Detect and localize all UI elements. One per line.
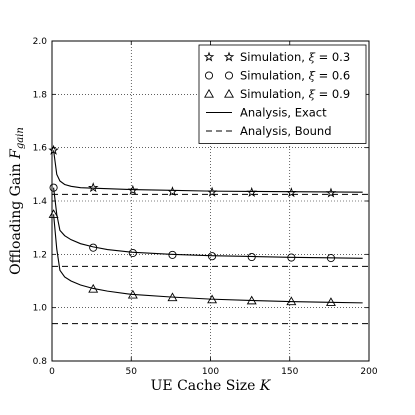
simulation-point-xi-03 bbox=[286, 187, 297, 198]
simulation-point-xi-06 bbox=[49, 183, 58, 192]
x-tick-label: 0 bbox=[49, 367, 55, 377]
simulation-point-xi-03 bbox=[246, 186, 257, 197]
legend-entry: Analysis, Exact bbox=[206, 106, 327, 120]
legend-label: Simulation, ξ = 0.6 bbox=[240, 69, 350, 83]
legend-label-symbol: ξ bbox=[309, 69, 316, 83]
y-tick-label: 1.8 bbox=[33, 90, 48, 100]
axis-ticks: 0 50 100 150 200 0.8 1.0 1.2 1.4 1.6 1.8 2.0 bbox=[33, 37, 378, 377]
legend-marker-triangle bbox=[204, 88, 214, 98]
simulation-point-xi-03 bbox=[167, 186, 178, 197]
legend-label: Simulation, ξ = 0.3 bbox=[240, 50, 350, 64]
simulation-markers bbox=[48, 144, 337, 306]
legend-label-symbol: ξ bbox=[309, 87, 316, 101]
y-tick-label: 1.6 bbox=[33, 144, 48, 154]
simulation-point-xi-03 bbox=[48, 144, 59, 155]
legend-entry: Simulation, ξ = 0.9 bbox=[204, 87, 350, 101]
y-tick-label: 1.0 bbox=[33, 304, 48, 314]
y-tick-label: 2.0 bbox=[33, 37, 48, 47]
y-axis-title-text: Offloading Gain bbox=[8, 163, 24, 275]
simulation-point-xi-06 bbox=[89, 243, 98, 252]
x-tick-label: 150 bbox=[281, 367, 298, 377]
y-axis-title: Offloading Gain Fgain bbox=[8, 127, 26, 275]
legend-entry: Analysis, Bound bbox=[206, 124, 332, 138]
legend-label-text: Simulation, bbox=[240, 87, 309, 101]
legend-entry: Simulation, ξ = 0.3 bbox=[203, 50, 350, 64]
legend-marker-star bbox=[203, 51, 215, 62]
simulation-point-xi-06 bbox=[128, 248, 137, 258]
y-tick-label: 1.4 bbox=[33, 197, 48, 207]
y-axis-title-subscript: gain bbox=[15, 127, 26, 149]
simulation-point-xi-06 bbox=[247, 252, 256, 262]
legend-label: Analysis, Bound bbox=[240, 124, 332, 138]
x-tick-label: 50 bbox=[126, 367, 138, 377]
x-tick-label: 200 bbox=[360, 367, 377, 377]
simulation-point-xi-09 bbox=[325, 297, 336, 306]
simulation-point-xi-09 bbox=[127, 289, 138, 299]
legend-label-suffix: = 0.9 bbox=[315, 87, 350, 101]
x-axis-title: UE Cache Size K bbox=[151, 378, 272, 394]
y-tick-label: 1.2 bbox=[33, 250, 47, 260]
exact-curve-xi-06 bbox=[53, 187, 363, 259]
legend-label: Simulation, ξ = 0.9 bbox=[240, 87, 350, 101]
exact-curve-xi-09 bbox=[53, 214, 363, 304]
exact-curves bbox=[53, 150, 363, 304]
legend-marker-circle bbox=[224, 71, 234, 80]
simulation-point-xi-09 bbox=[167, 292, 178, 302]
legend-label-symbol: ξ bbox=[309, 50, 316, 64]
simulation-point-xi-09 bbox=[286, 296, 297, 306]
x-axis-title-text: UE Cache Size bbox=[151, 378, 256, 394]
x-axis-title-symbol: K bbox=[259, 378, 272, 394]
legend-marker-star bbox=[223, 51, 235, 62]
legend-label-suffix: = 0.6 bbox=[315, 69, 350, 83]
simulation-point-xi-09 bbox=[48, 209, 59, 218]
simulation-point-xi-06 bbox=[168, 250, 177, 259]
simulation-point-xi-09 bbox=[88, 283, 99, 293]
legend-label-text: Simulation, bbox=[240, 50, 309, 64]
y-tick-label: 0.8 bbox=[33, 357, 48, 367]
simulation-point-xi-03 bbox=[206, 186, 218, 197]
legend-marker-circle bbox=[204, 71, 214, 80]
legend-entry: Simulation, ξ = 0.6 bbox=[204, 69, 350, 83]
simulation-point-xi-06 bbox=[287, 253, 296, 262]
legend-label-suffix: = 0.3 bbox=[315, 50, 350, 64]
legend-label-text: Analysis, Exact bbox=[240, 106, 327, 120]
simulation-point-xi-06 bbox=[208, 252, 217, 261]
simulation-point-xi-03 bbox=[87, 182, 99, 193]
exact-curve-xi-03 bbox=[53, 150, 363, 193]
simulation-point-xi-03 bbox=[325, 187, 337, 198]
simulation-point-xi-09 bbox=[246, 295, 257, 305]
legend-label-text: Simulation, bbox=[240, 69, 309, 83]
simulation-point-xi-09 bbox=[207, 294, 218, 304]
legend-label-text: Analysis, Bound bbox=[240, 124, 332, 138]
x-tick-label: 100 bbox=[202, 367, 219, 377]
legend-marker-triangle bbox=[224, 88, 234, 98]
y-axis-title-symbol: F bbox=[8, 148, 24, 160]
simulation-point-xi-06 bbox=[326, 254, 336, 263]
legend-label: Analysis, Exact bbox=[240, 106, 327, 120]
bound-lines bbox=[52, 193, 369, 325]
simulation-point-xi-03 bbox=[127, 184, 139, 195]
